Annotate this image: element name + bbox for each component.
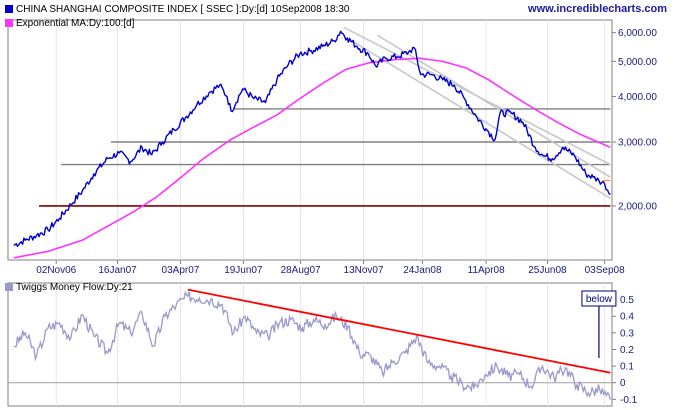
price-y-tick-label: 2,000.00	[618, 201, 657, 212]
money-flow-y-tick-label: 0.4	[620, 312, 634, 323]
ema-line	[13, 57, 611, 259]
money-flow-y-tick-label: 0.2	[620, 345, 634, 356]
x-tick-label: 25Jun08	[528, 265, 567, 276]
money-flow-plot-frame	[7, 282, 613, 407]
x-tick-label: 02Nov06	[36, 265, 76, 276]
price-plot-frame	[7, 19, 613, 261]
money-flow-line	[13, 290, 612, 400]
price-vertical-grid	[55, 20, 606, 260]
money-flow-trend-line-segment	[187, 288, 611, 374]
price-y-axis-ticks: 2,000.00 3,000.00 4,000.00 5,000.00 6,000.00	[612, 28, 657, 212]
price-panel: 2,000.00 3,000.00 4,000.00 5,000.00 6,000.00…	[5, 3, 667, 276]
money-flow-y-tick-label: 0.3	[620, 328, 634, 339]
money-flow-y-tick-label: 0	[620, 378, 626, 389]
price-y-tick-label: 4,000.00	[618, 92, 657, 103]
price-chart-title: CHINA SHANGHAI COMPOSITE INDEX [ SSEC ]:…	[16, 4, 350, 15]
x-tick-label: 13Nov07	[344, 265, 384, 276]
money-flow-y-tick-label: -0.1	[620, 395, 638, 406]
price-series-group	[13, 30, 611, 259]
x-tick-label: 03Apr07	[162, 265, 200, 276]
price-support-lines	[39, 108, 611, 207]
price-y-tick-label: 6,000.00	[618, 28, 657, 39]
money-flow-series-group	[13, 290, 612, 400]
price-legend-swatch	[5, 5, 13, 13]
money-flow-y-tick-label: 0.5	[620, 295, 634, 306]
x-tick-label: 24Jan08	[403, 265, 442, 276]
x-tick-label: 16Jan07	[98, 265, 137, 276]
x-tick-label: 03Sep08	[585, 265, 625, 276]
x-tick-label: 11Apr08	[468, 265, 506, 276]
price-line	[13, 30, 611, 247]
money-flow-legend-swatch	[5, 283, 13, 291]
money-flow-annotation: below	[581, 290, 617, 358]
x-tick-label: 19Jun07	[224, 265, 263, 276]
ema-legend-label: Exponential MA:Dy:100:[d]	[16, 18, 135, 29]
money-flow-title: Twiggs Money Flow:Dy:21	[16, 282, 133, 293]
ema-legend-swatch	[5, 19, 13, 27]
money-flow-y-tick-label: 0.1	[620, 362, 634, 373]
annotation-text: below	[586, 294, 613, 305]
money-flow-trend-line	[187, 288, 611, 374]
x-tick-label: 28Aug07	[281, 265, 321, 276]
money-flow-panel: 0.5 0.4 0.3 0.2 0.1 0 -0.1 below Twiggs Money …	[5, 282, 638, 407]
trend-channel-line	[346, 37, 611, 199]
price-y-tick-label: 3,000.00	[618, 137, 657, 148]
price-y-tick-label: 5,000.00	[618, 57, 657, 68]
website-label[interactable]: www.incrediblecharts.com	[527, 3, 667, 15]
price-x-axis-ticks: 02Nov06 16Jan07 03Apr07 19Jun07 28Aug07 13Nov…	[36, 260, 625, 276]
